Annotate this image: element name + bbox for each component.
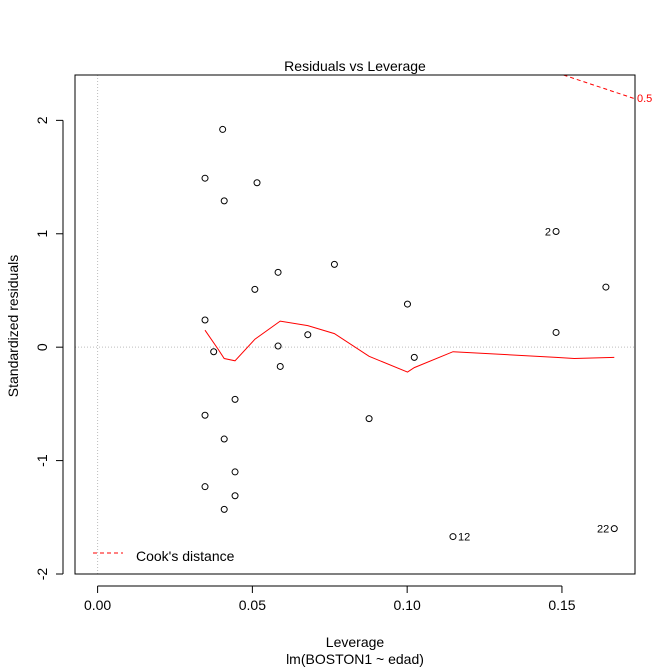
data-point [231, 395, 239, 403]
data-point [220, 197, 228, 205]
data-point [201, 411, 209, 419]
y-tick-label: 2 [34, 116, 50, 124]
data-point [449, 533, 457, 541]
point-id-label: 2 [545, 227, 551, 239]
data-point [253, 179, 261, 187]
data-point [201, 316, 209, 324]
data-point [304, 331, 312, 339]
data-point [403, 300, 411, 308]
y-axis-label: Standardized residuals [5, 255, 21, 397]
data-point [276, 362, 284, 370]
legend-label-cooks-distance: Cook's distance [136, 548, 235, 564]
data-point [201, 483, 209, 491]
y-tick-label: -2 [34, 568, 50, 581]
point-id-label: 12 [458, 532, 470, 544]
point-id-label: 22 [597, 524, 609, 536]
data-point [219, 125, 227, 133]
y-tick-label: -1 [34, 454, 50, 467]
data-point [410, 353, 418, 361]
loess-smoother-line [204, 320, 615, 373]
data-point [602, 283, 610, 291]
data-point [365, 415, 373, 423]
x-tick-label: 0.05 [239, 597, 266, 613]
data-point [210, 348, 218, 356]
chart-subtitle: lm(BOSTON1 ~ edad) [286, 651, 424, 667]
x-axis-label: Leverage [326, 634, 385, 650]
chart-title: Residuals vs Leverage [284, 58, 426, 74]
plot-frame [74, 74, 636, 575]
data-point [251, 285, 259, 293]
data-point [231, 468, 239, 476]
data-point [220, 505, 228, 513]
y-tick-label: 0 [34, 343, 50, 351]
cooks-distance-contour-label: 0.5 [637, 93, 652, 105]
y-tick-label: 1 [34, 230, 50, 238]
data-point [220, 435, 228, 443]
data-point [330, 260, 338, 268]
data-point [201, 174, 209, 182]
x-tick-label: 0.00 [84, 597, 111, 613]
data-point [552, 328, 560, 336]
x-tick-label: 0.10 [394, 597, 421, 613]
legend: Cook's distance [93, 548, 235, 564]
data-point [274, 268, 282, 276]
data-point [274, 342, 282, 350]
cooks-distance-contour-line [563, 74, 636, 100]
data-point [231, 492, 239, 500]
x-tick-label: 0.15 [548, 597, 575, 613]
data-point [552, 228, 560, 236]
data-point [610, 525, 618, 533]
